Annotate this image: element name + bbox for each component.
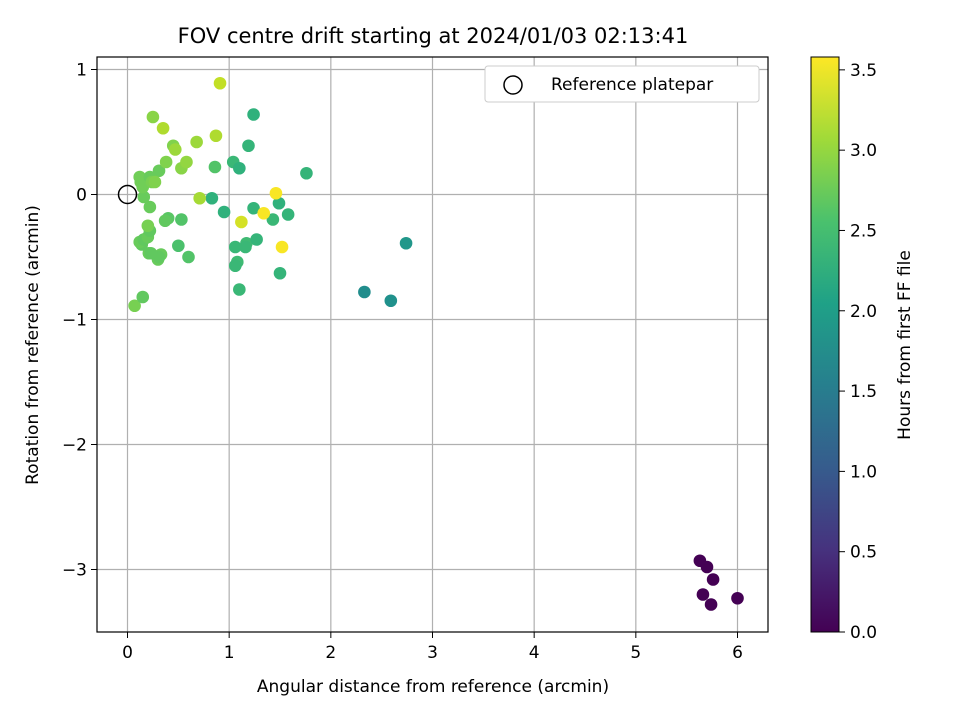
x-tick-label: 4 <box>529 643 540 663</box>
data-point <box>128 299 141 313</box>
x-tick-label: 0 <box>122 643 133 663</box>
data-point <box>233 161 246 175</box>
data-point <box>148 175 162 189</box>
colorbar-tick-label: 0.5 <box>850 543 877 563</box>
legend-marker-icon <box>503 75 523 95</box>
data-point <box>239 240 252 254</box>
colorbar-tick-label: 2.5 <box>850 221 877 241</box>
data-point <box>281 208 295 221</box>
data-point <box>228 240 242 254</box>
data-point <box>159 155 173 169</box>
data-point <box>152 164 166 178</box>
chart-title: FOV centre drift starting at 2024/01/03 … <box>178 24 689 48</box>
data-point <box>228 259 242 273</box>
data-point <box>175 213 188 226</box>
y-tick-label: 1 <box>76 61 87 81</box>
data-point <box>144 246 158 260</box>
data-point <box>182 250 195 264</box>
data-point <box>156 121 170 135</box>
data-point <box>250 233 263 246</box>
data-point <box>209 129 223 143</box>
data-point <box>141 219 155 233</box>
data-point <box>266 213 280 226</box>
x-tick-label: 6 <box>732 643 743 663</box>
colorbar-tick-label: 2.0 <box>850 302 877 322</box>
colorbar-tick-label: 1.0 <box>850 462 877 482</box>
y-tick-label: −1 <box>62 311 87 331</box>
x-tick-label: 3 <box>427 643 438 663</box>
y-tick-label: −3 <box>62 561 87 581</box>
data-point <box>257 206 271 220</box>
legend-box <box>484 65 760 103</box>
legend-label: Reference platepar <box>551 75 713 95</box>
data-point <box>190 135 203 149</box>
y-axis: 1 0 −1 −2 −3 <box>62 61 97 581</box>
data-point <box>731 591 744 605</box>
data-point <box>172 239 185 253</box>
data-point <box>217 205 231 219</box>
data-point <box>133 170 146 184</box>
reference-point-marker <box>117 184 138 205</box>
colorbar-tick-label: 1.5 <box>850 382 877 402</box>
x-tick-label: 2 <box>325 643 336 663</box>
colorbar-ticks: 0.0 0.5 1.0 1.5 2.0 2.5 3.0 3.5 <box>839 61 877 643</box>
data-point <box>208 160 222 174</box>
data-point <box>168 143 182 156</box>
y-tick-label: 0 <box>76 186 87 206</box>
x-axis: 0 1 2 3 4 5 6 <box>122 632 743 663</box>
data-point <box>247 201 260 215</box>
data-point <box>247 108 260 121</box>
data-point <box>384 294 398 308</box>
data-point <box>704 598 718 611</box>
data-point <box>213 76 227 90</box>
data-point <box>136 290 150 304</box>
x-axis-label: Angular distance from reference (arcmin) <box>257 677 609 697</box>
colorbar-tick-label: 3.0 <box>850 141 877 161</box>
data-point <box>273 266 287 280</box>
data-point <box>242 139 255 153</box>
data-point <box>158 214 172 228</box>
colorbar-tick-label: 3.5 <box>850 61 877 81</box>
legend[interactable]: Reference platepar <box>484 65 760 103</box>
colorbar-label: Hours from first FF file <box>895 250 915 440</box>
data-point <box>700 560 714 574</box>
colorbar-gradient <box>811 57 839 632</box>
x-tick-label: 1 <box>224 643 235 663</box>
colorbar: 0.0 0.5 1.0 1.5 2.0 2.5 3.0 3.5 Hours from firs… <box>810 56 915 643</box>
data-point <box>235 215 248 229</box>
data-point <box>233 283 246 296</box>
data-point <box>300 166 313 180</box>
x-tick-label: 5 <box>630 643 641 663</box>
data-point <box>399 236 413 250</box>
colorbar-tick-label: 0.0 <box>850 623 877 643</box>
data-point <box>146 110 160 124</box>
data-point <box>180 155 193 169</box>
colorbar-frame <box>810 56 840 633</box>
y-tick-label: −2 <box>62 436 87 456</box>
data-point <box>205 191 219 205</box>
data-point <box>269 186 283 200</box>
data-point <box>272 196 286 210</box>
data-point <box>706 573 720 586</box>
data-point <box>193 191 206 205</box>
data-point <box>358 285 371 299</box>
y-axis-label: Rotation from reference (arcmin) <box>23 205 43 485</box>
data-point <box>696 588 710 601</box>
data-points <box>128 76 744 611</box>
data-point <box>275 240 289 254</box>
data-point <box>137 190 151 204</box>
data-point <box>143 200 157 214</box>
